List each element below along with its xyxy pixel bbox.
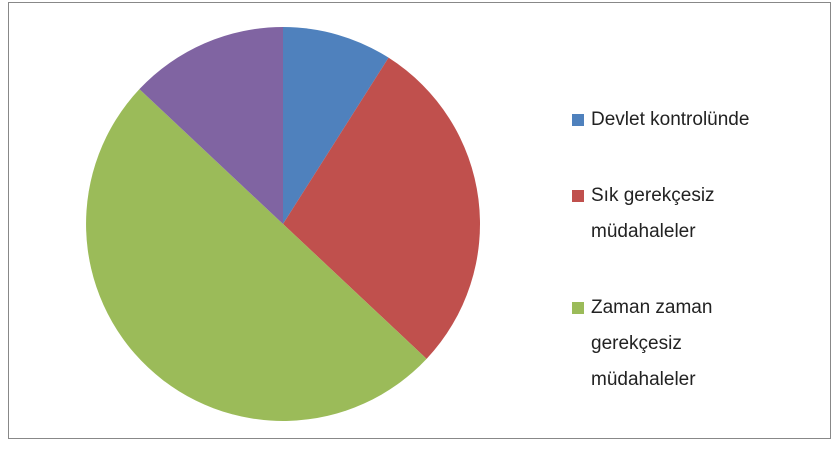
legend-label: Sık gerekçesiz müdahaleler xyxy=(591,185,715,242)
legend: Devlet kontrolünde Sık gerekçesiz müdahal… xyxy=(572,62,812,398)
pie-slice xyxy=(139,27,283,224)
legend-swatch xyxy=(572,114,584,126)
legend-swatch xyxy=(572,190,584,202)
legend-item: Devlet kontrolünde xyxy=(572,102,812,138)
legend-label: Zaman zaman gerekçesiz müdahaleler xyxy=(591,297,713,390)
legend-item: Sık gerekçesiz müdahaleler xyxy=(572,178,812,250)
pie-slice xyxy=(86,89,427,421)
legend-label: Devlet kontrolünde xyxy=(591,109,750,130)
legend-item: Zaman zaman gerekçesiz müdahaleler xyxy=(572,290,812,398)
pie-slice xyxy=(283,57,480,359)
legend-swatch xyxy=(572,302,584,314)
pie-slice xyxy=(283,27,389,224)
chart-frame xyxy=(8,2,831,439)
